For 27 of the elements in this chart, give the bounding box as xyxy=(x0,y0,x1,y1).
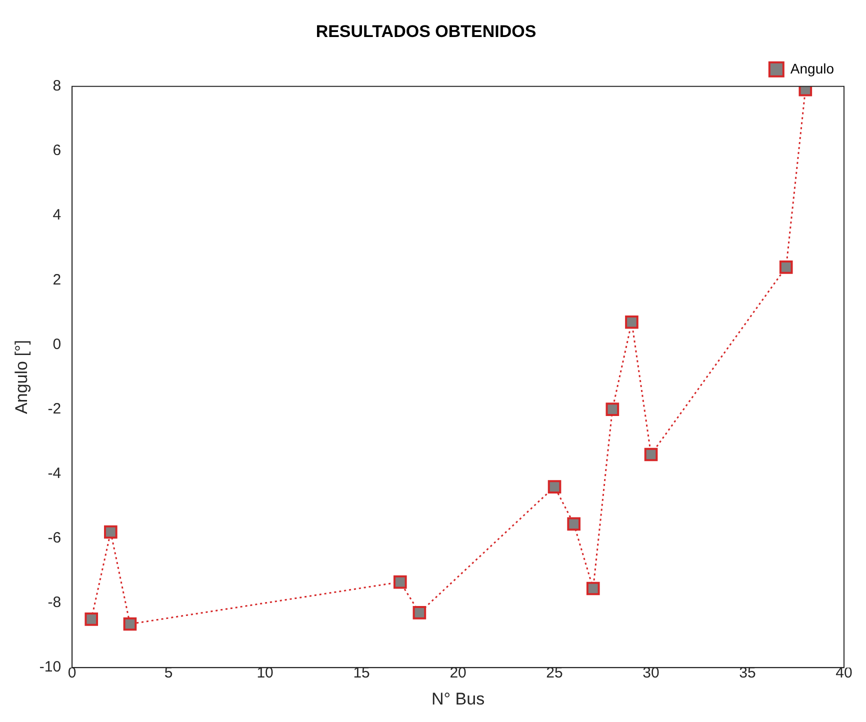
x-tick-label: 40 xyxy=(836,664,852,682)
point xyxy=(123,617,137,631)
point xyxy=(84,612,98,626)
point xyxy=(644,448,658,462)
legend-label: Angulo xyxy=(790,60,834,76)
point xyxy=(567,517,580,531)
x-axis-title: N° Bus xyxy=(431,689,485,708)
y-tick-label: 2 xyxy=(52,271,62,288)
point xyxy=(548,480,562,494)
point xyxy=(104,525,118,539)
y-tick-label: -2 xyxy=(48,400,62,418)
point xyxy=(606,402,620,416)
y-tick-label: -8 xyxy=(48,594,62,612)
y-tick-label: 4 xyxy=(52,206,62,224)
y-tick-label: -10 xyxy=(39,658,62,676)
y-axis-title: Angulo [°] xyxy=(12,340,31,414)
y-tick-label: 8 xyxy=(52,78,62,95)
point xyxy=(625,315,638,329)
chart-title: RESULTADOS OBTENIDOS xyxy=(316,22,536,41)
point xyxy=(393,575,407,589)
y-tick-label: 6 xyxy=(52,142,62,160)
y-tick-label: -4 xyxy=(48,465,62,482)
y-tick-label: -6 xyxy=(48,530,62,547)
point xyxy=(779,260,793,274)
point xyxy=(586,582,600,596)
point xyxy=(412,606,426,620)
y-tick-label: 0 xyxy=(52,336,62,353)
